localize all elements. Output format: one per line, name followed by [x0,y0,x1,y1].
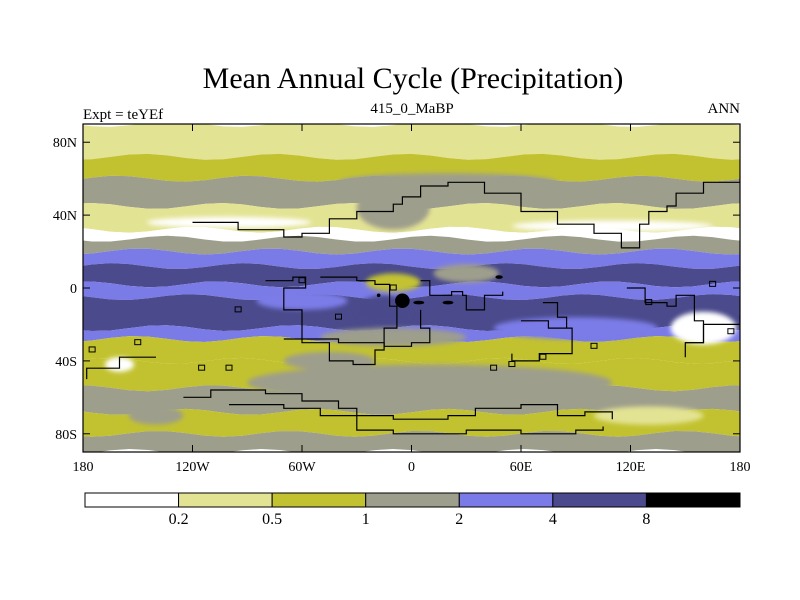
island [335,313,342,320]
coastline [192,178,740,249]
experiment-label: Expt = teYEf [83,107,163,123]
precip-maximum [413,300,425,305]
precip-band [83,153,740,182]
colorbar-swatch [458,492,554,508]
coastline [283,309,431,347]
lon-tick-label: 120E [616,460,646,475]
island [134,339,142,346]
colorbar-level-label: 2 [455,511,463,528]
coastline [86,356,156,380]
colorbar-level-label: 0.2 [169,511,189,528]
lon-tick-label: 180 [730,460,751,475]
precip-patch [320,328,467,347]
colorbar: 0.2 0.5 1 2 4 8 [84,492,741,528]
island [225,364,233,371]
coastline [265,276,398,366]
precip-maximum [395,293,410,309]
island [198,364,206,371]
precip-band [83,431,740,452]
coastline [229,404,604,435]
precip-band [83,248,740,269]
precip-patch [594,406,704,425]
precip-band [83,263,740,288]
lat-tick-label: 40S [55,355,77,370]
precip-band [83,235,740,255]
colorbar-swatch [552,492,647,508]
colorbar-swatch [271,492,367,508]
colorbar-level-label: 0.5 [262,511,282,528]
lon-tick-label: 60E [510,460,533,475]
colorbar-level-label: 4 [549,511,557,528]
season-label: ANN [708,101,741,117]
island [727,328,735,335]
island [389,284,397,291]
lon-tick-label: 120W [175,460,210,475]
precip-patch [493,317,658,340]
lon-tick-label: 180 [73,460,94,475]
precip-patch [365,273,421,292]
island [88,346,96,353]
coastline [542,302,568,329]
figure-title: Mean Annual Cycle (Precipitation) [203,62,624,95]
island [709,280,717,287]
coastline [183,389,613,420]
island [490,364,498,371]
colorbar-swatch [178,492,273,508]
colorbar-level-label: 8 [642,511,650,528]
precip-band [83,336,740,364]
lat-tick-label: 80S [55,428,77,443]
island [298,277,306,284]
coastline [685,315,740,344]
lon-tick-label: 0 [408,460,415,475]
colorbar-level-label: 1 [362,511,370,528]
lat-tick-label: 40N [53,209,77,224]
lat-tick-label: 80N [53,136,77,151]
precip-patch [128,406,184,425]
precipitation-map [83,124,740,452]
precip-patch [511,220,713,232]
precip-patch [256,291,348,310]
precip-patch [247,364,613,401]
coastline [420,280,504,311]
precip-band [83,281,740,300]
precip-maximum [376,293,381,298]
colorbar-swatch [365,492,460,508]
island [645,299,653,306]
lat-tick-label: 0 [70,282,77,297]
island [539,353,547,360]
precip-maximum [495,275,503,279]
island [590,342,598,349]
lon-tick-label: 60W [288,460,316,475]
island [508,361,516,368]
colorbar-swatch [84,492,180,508]
time-label: 415_0_MaBP [370,101,453,117]
coastline [511,320,573,362]
precip-maximum [442,300,454,305]
precip-band [83,124,740,160]
colorbar-swatch [645,492,741,508]
precip-patch [433,264,500,283]
island [234,306,242,313]
